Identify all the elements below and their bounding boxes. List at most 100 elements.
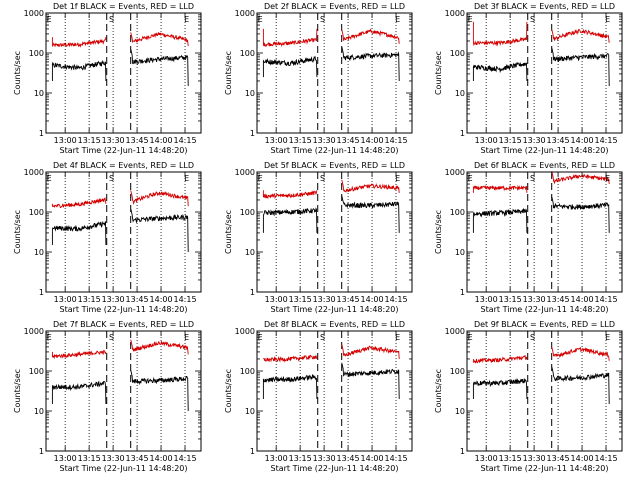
interval-marker: E (184, 174, 189, 183)
x-tick-label: 13:15 (289, 295, 312, 304)
panel-title: Det 2f BLACK = Events, RED = LLD (264, 2, 405, 11)
y-axis-label: Counts/sec (224, 210, 233, 254)
plot-frame (256, 171, 413, 293)
y-tick-label: 100 (240, 208, 255, 217)
x-tick-label: 14:00 (361, 454, 384, 463)
y-tick-label: 10 (34, 248, 44, 257)
plot-frame (466, 12, 623, 134)
interval-marker: S (109, 174, 114, 183)
y-tick-label: 100 (450, 208, 465, 217)
interval-marker: E (47, 333, 52, 342)
x-tick-label: 13:00 (265, 136, 288, 145)
y-axis-label: Counts/sec (224, 369, 233, 413)
y-tick-label: 100 (29, 367, 44, 376)
y-axis-label: Counts/sec (13, 369, 22, 413)
event-rate-line (551, 47, 610, 87)
x-tick-label: 14:00 (150, 136, 173, 145)
lld-rate-line (551, 28, 610, 43)
x-axis-label: Start Time (22-Jun-11 14:48:20) (60, 464, 188, 473)
interval-marker: E (395, 333, 400, 342)
lld-rate-line (472, 21, 528, 47)
lld-rate-line (130, 339, 189, 355)
x-tick-label: 13:45 (337, 136, 360, 145)
x-tick-label: 14:00 (571, 136, 594, 145)
x-tick-label: 14:15 (384, 136, 407, 145)
y-tick-label: 100 (240, 49, 255, 58)
panel-det-2: Det 2f BLACK = Events, RED = LLD 1 10 100 10… (224, 2, 413, 155)
event-rate-line (472, 377, 528, 400)
lld-rate-line (262, 28, 318, 48)
interval-marker: E (258, 174, 263, 183)
event-rate-line (130, 208, 189, 253)
interval-marker: E (605, 174, 610, 183)
y-tick-label: 1 (460, 129, 465, 138)
y-tick-label: 1 (460, 288, 465, 297)
panel-title: Det 1f BLACK = Events, RED = LLD (53, 2, 194, 11)
x-tick-label: 14:15 (173, 295, 196, 304)
x-tick-label: 14:00 (361, 136, 384, 145)
x-tick-label: 14:00 (150, 295, 173, 304)
panel-title: Det 6f BLACK = Events, RED = LLD (474, 161, 615, 170)
interval-marker: S (320, 174, 325, 183)
x-axis-label: Start Time (22-Jun-11 14:48:20) (271, 305, 399, 314)
panel-title: Det 9f BLACK = Events, RED = LLD (474, 320, 615, 329)
interval-marker: E (605, 333, 610, 342)
x-axis-label: Start Time (22-Jun-11 14:48:20) (271, 464, 399, 473)
y-tick-label: 1000 (24, 327, 44, 336)
interval-marker: E (184, 333, 189, 342)
y-tick-label: 1000 (445, 327, 465, 336)
panel-title: Det 7f BLACK = Events, RED = LLD (53, 320, 194, 329)
y-tick-label: 1 (39, 129, 44, 138)
y-tick-label: 100 (450, 49, 465, 58)
y-tick-label: 10 (455, 89, 465, 98)
event-rate-line (51, 380, 107, 405)
lld-rate-line (472, 354, 528, 364)
y-tick-label: 10 (245, 248, 255, 257)
panel-det-1: Det 1f BLACK = Events, RED = LLD 1 10 100 10… (13, 2, 202, 155)
x-tick-label: 13:00 (265, 295, 288, 304)
y-tick-label: 1 (39, 447, 44, 456)
lld-rate-line (262, 190, 318, 200)
panel-det-7: Det 7f BLACK = Events, RED = LLD 1 10 100 10… (13, 320, 202, 473)
x-tick-label: 13:45 (547, 454, 570, 463)
x-tick-label: 13:30 (313, 454, 336, 463)
y-tick-label: 1 (460, 447, 465, 456)
panel-det-8: Det 8f BLACK = Events, RED = LLD 1 10 100 10… (224, 320, 413, 473)
interval-marker: E (47, 174, 52, 183)
interval-marker: S (320, 333, 325, 342)
x-tick-label: 14:00 (571, 295, 594, 304)
x-tick-label: 13:30 (102, 454, 125, 463)
interval-marker: S (530, 174, 535, 183)
y-tick-label: 10 (34, 89, 44, 98)
x-tick-label: 14:15 (384, 454, 407, 463)
event-rate-line (551, 366, 610, 405)
panel-det-4: Det 4f BLACK = Events, RED = LLD 1 10 100 10… (13, 161, 202, 314)
event-rate-line (341, 46, 400, 82)
y-tick-label: 1 (250, 447, 255, 456)
x-tick-label: 13:15 (78, 454, 101, 463)
interval-marker: S (109, 15, 114, 24)
x-tick-label: 13:45 (126, 136, 149, 145)
x-tick-label: 13:45 (547, 136, 570, 145)
x-tick-label: 13:45 (337, 295, 360, 304)
interval-marker: S (530, 333, 535, 342)
panel-title: Det 4f BLACK = Events, RED = LLD (53, 161, 194, 170)
panel-det-9: Det 9f BLACK = Events, RED = LLD 1 10 100 10… (434, 320, 623, 473)
lld-rate-line (51, 197, 107, 209)
lld-rate-line (341, 179, 400, 193)
x-axis-label: Start Time (22-Jun-11 14:48:20) (481, 146, 609, 155)
x-tick-label: 13:45 (337, 454, 360, 463)
y-axis-label: Counts/sec (224, 51, 233, 95)
x-tick-label: 13:30 (523, 454, 546, 463)
y-tick-label: 1 (39, 288, 44, 297)
y-tick-label: 1000 (235, 168, 255, 177)
x-tick-label: 14:15 (594, 454, 617, 463)
x-tick-label: 13:15 (289, 454, 312, 463)
x-tick-label: 13:15 (78, 136, 101, 145)
panel-title: Det 5f BLACK = Events, RED = LLD (264, 161, 405, 170)
x-axis-label: Start Time (22-Jun-11 14:48:20) (481, 464, 609, 473)
x-tick-label: 14:15 (384, 295, 407, 304)
y-tick-label: 1000 (24, 9, 44, 18)
